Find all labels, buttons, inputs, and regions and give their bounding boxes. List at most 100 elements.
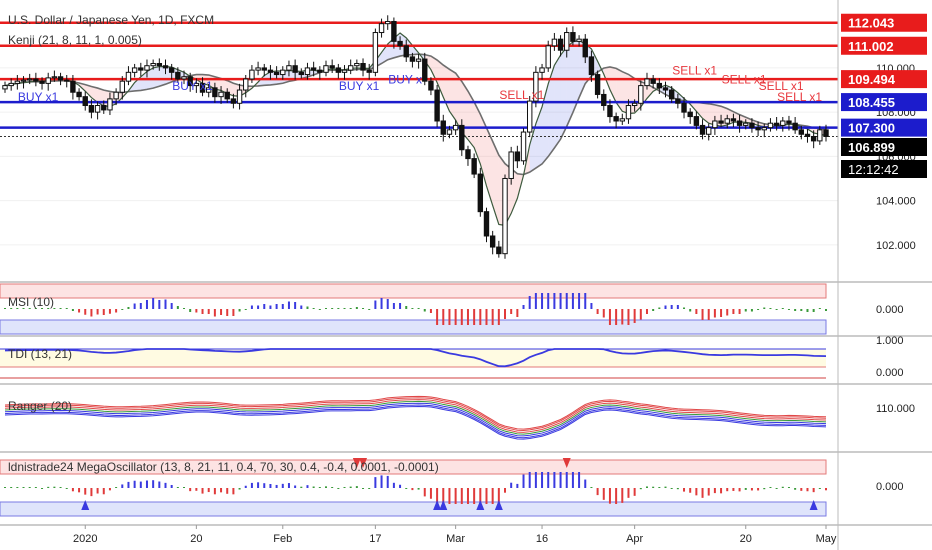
mega-bar bbox=[794, 488, 797, 490]
x-tick-label: 20 bbox=[740, 533, 752, 545]
msi-bar bbox=[683, 307, 686, 309]
mega-bar bbox=[164, 482, 167, 488]
ranger-pane[interactable]: Ranger (20) 110.000 bbox=[0, 383, 932, 440]
trade-signal: BUY x bbox=[388, 72, 422, 86]
up-arrow-icon bbox=[439, 500, 448, 510]
x-tick-label: 17 bbox=[369, 533, 381, 545]
msi-bar bbox=[676, 305, 679, 309]
candle-body bbox=[582, 38, 588, 58]
msi-bar bbox=[578, 293, 581, 309]
mega-bar bbox=[720, 488, 723, 494]
mega-bar bbox=[121, 484, 124, 488]
candle-body bbox=[601, 93, 607, 107]
msi-bar bbox=[405, 306, 408, 309]
candle-body bbox=[236, 89, 243, 104]
tdi-tick-top: 1.000 bbox=[876, 335, 904, 347]
msi-bar bbox=[571, 293, 574, 309]
cloud-segment bbox=[609, 66, 617, 103]
up-arrow-icon bbox=[494, 500, 503, 510]
trade-signal: BUY x1 bbox=[172, 79, 213, 93]
mega-bar bbox=[22, 487, 25, 488]
mega-bar bbox=[71, 488, 74, 492]
candle-body bbox=[551, 38, 558, 47]
mega-bar bbox=[639, 488, 642, 490]
msi-bar bbox=[269, 305, 272, 309]
candle-body bbox=[113, 91, 119, 100]
mega-bar bbox=[257, 482, 260, 488]
candle-body bbox=[823, 129, 829, 137]
candle-body bbox=[502, 177, 508, 255]
msi-bar bbox=[744, 309, 747, 312]
cloud-segment bbox=[467, 91, 475, 148]
cloud-segment bbox=[424, 54, 431, 70]
candle-body bbox=[496, 246, 502, 255]
mega-lower-band bbox=[0, 501, 827, 517]
mega-bar bbox=[176, 487, 179, 488]
candle-body bbox=[199, 82, 206, 93]
candle-body bbox=[749, 122, 755, 129]
candle-body bbox=[125, 71, 132, 82]
ranger-line bbox=[4, 395, 827, 430]
msi-bar bbox=[608, 309, 611, 325]
ranger-lines bbox=[4, 395, 827, 440]
candle-body bbox=[810, 135, 817, 142]
mega-bar bbox=[28, 487, 31, 488]
msi-bar bbox=[343, 308, 346, 309]
mega-bar bbox=[380, 475, 383, 488]
mega-bar bbox=[825, 488, 827, 491]
msi-bar bbox=[152, 298, 155, 309]
mega-bar bbox=[522, 474, 525, 488]
msi-bar bbox=[627, 309, 630, 325]
msi-bar bbox=[757, 309, 760, 310]
msi-bar bbox=[769, 308, 772, 309]
msi-bar bbox=[652, 309, 655, 311]
mega-bar bbox=[442, 488, 445, 504]
msi-bar bbox=[621, 309, 624, 325]
candle-body bbox=[162, 65, 169, 69]
up-arrow-icon bbox=[476, 500, 485, 510]
main-indicator-label: Kenji (21, 8, 11, 1, 0.005) bbox=[8, 33, 142, 47]
mega-bar bbox=[41, 488, 44, 489]
mega-bar bbox=[479, 488, 482, 504]
candle-body bbox=[273, 71, 280, 76]
mega-bar bbox=[392, 482, 395, 488]
up-arrow-icon bbox=[433, 500, 442, 510]
candle-body bbox=[434, 89, 440, 122]
msi-bar bbox=[195, 309, 198, 313]
candle-body bbox=[817, 129, 823, 142]
tdi-pane[interactable]: TDI (13, 21) 1.000 0.000 bbox=[0, 335, 932, 379]
candle-body bbox=[82, 96, 88, 107]
candle-body bbox=[187, 76, 193, 87]
mega-oscillator-pane[interactable]: ldnistrade24 MegaOscillator (13, 8, 21, … bbox=[0, 451, 932, 517]
candle-body bbox=[539, 67, 545, 73]
candle-body bbox=[755, 127, 761, 131]
candle-body bbox=[520, 131, 527, 162]
mega-bar bbox=[108, 488, 111, 491]
candle-body bbox=[230, 98, 237, 104]
msi-bar bbox=[584, 293, 587, 309]
candle-body bbox=[372, 32, 379, 73]
mega-bar bbox=[244, 485, 247, 488]
candle-body bbox=[761, 127, 767, 131]
mega-bar bbox=[362, 488, 365, 489]
msi-bar bbox=[16, 308, 19, 309]
msi-bar bbox=[473, 309, 476, 325]
last-price-box bbox=[841, 138, 927, 156]
cloud-segment bbox=[474, 102, 481, 164]
candle-body bbox=[619, 118, 625, 122]
msi-pane[interactable]: MSI (10) 0.000 bbox=[0, 281, 932, 335]
msi-bar bbox=[220, 309, 223, 315]
ranger-line bbox=[4, 402, 827, 437]
msi-bar bbox=[534, 293, 537, 309]
msi-bar bbox=[115, 309, 118, 313]
candle-body bbox=[533, 71, 539, 102]
mega-bar bbox=[602, 488, 605, 500]
candle-body bbox=[446, 129, 453, 135]
mega-bar bbox=[355, 486, 358, 488]
mega-bar bbox=[633, 488, 636, 496]
msi-bar bbox=[504, 309, 507, 319]
candle-body bbox=[403, 45, 409, 58]
msi-bar bbox=[633, 309, 636, 323]
